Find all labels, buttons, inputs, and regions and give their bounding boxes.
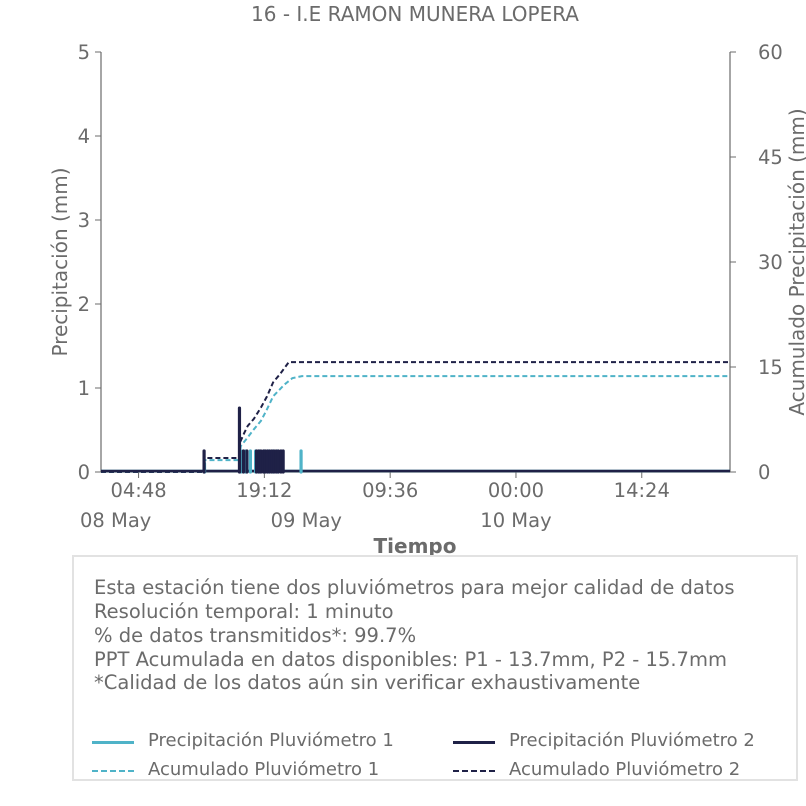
y2-tick-label: 0 <box>758 461 770 484</box>
x-tick-label: 19:12 <box>236 479 292 502</box>
legend-item-precip-p2: Precipitación Pluviómetro 2 <box>453 730 793 752</box>
info-line-quality-note: *Calidad de los datos aún sin verificar … <box>94 671 641 694</box>
y2-axis-label: Acumulado Precipitación (mm) <box>785 108 806 415</box>
info-line-stations: Esta estación tiene dos pluviómetros par… <box>94 576 735 599</box>
x-axis-label: Tiempo <box>374 534 457 558</box>
legend-swatch-acum-p2 <box>453 770 495 772</box>
series-line-acumulado-p2 <box>101 361 730 473</box>
y2-tick-label: 45 <box>758 146 783 169</box>
x-tick-label: 00:00 <box>488 479 544 502</box>
y-tick-label: 1 <box>78 377 90 400</box>
x-date-label: 08 May <box>80 509 151 532</box>
y-tick-label: 0 <box>78 461 90 484</box>
legend-swatch-acum-p1 <box>92 770 134 772</box>
y2-tick-label: 15 <box>758 356 783 379</box>
y-tick-label: 4 <box>78 125 90 148</box>
y-tick-label: 5 <box>78 41 90 64</box>
info-legend-box: Esta estación tiene dos pluviómetros par… <box>72 555 798 781</box>
x-date-label: 09 May <box>271 509 342 532</box>
precipitation-chart: 16 - I.E RAMON MUNERA LOPERA 01234501530… <box>48 2 806 558</box>
x-tick-label: 14:24 <box>614 479 670 502</box>
y2-tick-label: 60 <box>758 41 783 64</box>
y-tick-label: 2 <box>78 293 90 316</box>
legend-item-acum-p1: Acumulado Pluviómetro 1 <box>92 759 432 781</box>
info-line-accumulated: PPT Acumulada en datos disponibles: P1 -… <box>94 648 727 671</box>
legend-label-acum-p2: Acumulado Pluviómetro 2 <box>509 759 741 780</box>
legend-label-precip-p2: Precipitación Pluviómetro 2 <box>509 730 755 751</box>
x-tick-label: 04:48 <box>110 479 166 502</box>
chart-title: 16 - I.E RAMON MUNERA LOPERA <box>251 2 579 26</box>
legend-swatch-precip-p2 <box>453 741 495 744</box>
info-line-transmitted: % de datos transmitidos*: 99.7% <box>94 624 417 647</box>
legend-item-precip-p1: Precipitación Pluviómetro 1 <box>92 730 432 752</box>
y-tick-label: 3 <box>78 209 90 232</box>
series-line-acumulado-p1 <box>101 375 730 473</box>
x-date-label: 10 May <box>480 509 551 532</box>
y-axis-label: Precipitación (mm) <box>48 167 72 356</box>
legend-label-acum-p1: Acumulado Pluviómetro 1 <box>148 759 380 780</box>
legend-label-precip-p1: Precipitación Pluviómetro 1 <box>148 730 394 751</box>
legend-swatch-precip-p1 <box>92 741 134 744</box>
x-tick-label: 09:36 <box>362 479 418 502</box>
info-line-resolution: Resolución temporal: 1 minuto <box>94 600 394 623</box>
legend-item-acum-p2: Acumulado Pluviómetro 2 <box>453 759 793 781</box>
y2-tick-label: 30 <box>758 251 783 274</box>
